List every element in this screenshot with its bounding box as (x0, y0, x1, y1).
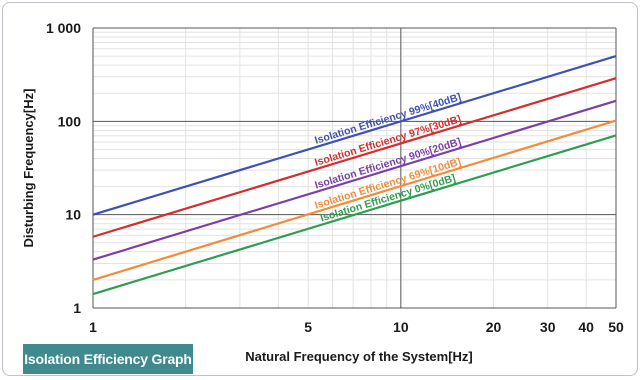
series-line-3 (92, 119, 617, 281)
y-tick-label: 1 000 (46, 20, 81, 36)
x-tick-label: 1 (89, 319, 97, 335)
y-axis-title: Disturbing Frequency[Hz] (21, 89, 36, 248)
x-tick-label: 50 (608, 319, 624, 335)
isolation-efficiency-chart: Isolation Efficiency 99%[40dB]Isolation … (21, 20, 624, 364)
y-tick-label: 100 (58, 113, 82, 129)
x-tick-label: 40 (578, 319, 594, 335)
x-tick-labels: 1 5 10 20 30 40 50 (89, 319, 624, 335)
x-axis-title: Natural Frequency of the System[Hz] (245, 349, 473, 364)
y-tick-label: 1 (73, 300, 81, 316)
y-tick-label: 10 (65, 207, 81, 223)
x-tick-label: 5 (304, 319, 312, 335)
series-line-0 (92, 55, 617, 216)
series-lines (92, 55, 617, 296)
graph-title-badge: Isolation Efficiency Graph (23, 344, 193, 374)
series-line-1 (92, 77, 617, 238)
series-line-4 (92, 134, 617, 296)
x-tick-label: 10 (393, 319, 409, 335)
chart-frame: Isolation Efficiency 99%[40dB] Isolation … (2, 2, 638, 376)
series-line-2 (92, 99, 617, 261)
x-tick-label: 20 (486, 319, 502, 335)
series-labels: Isolation Efficiency 99%[40dB]Isolation … (313, 91, 462, 224)
major-grid (92, 27, 617, 309)
y-tick-labels: 1 10 100 1 000 (46, 20, 81, 316)
x-tick-label: 30 (540, 319, 556, 335)
